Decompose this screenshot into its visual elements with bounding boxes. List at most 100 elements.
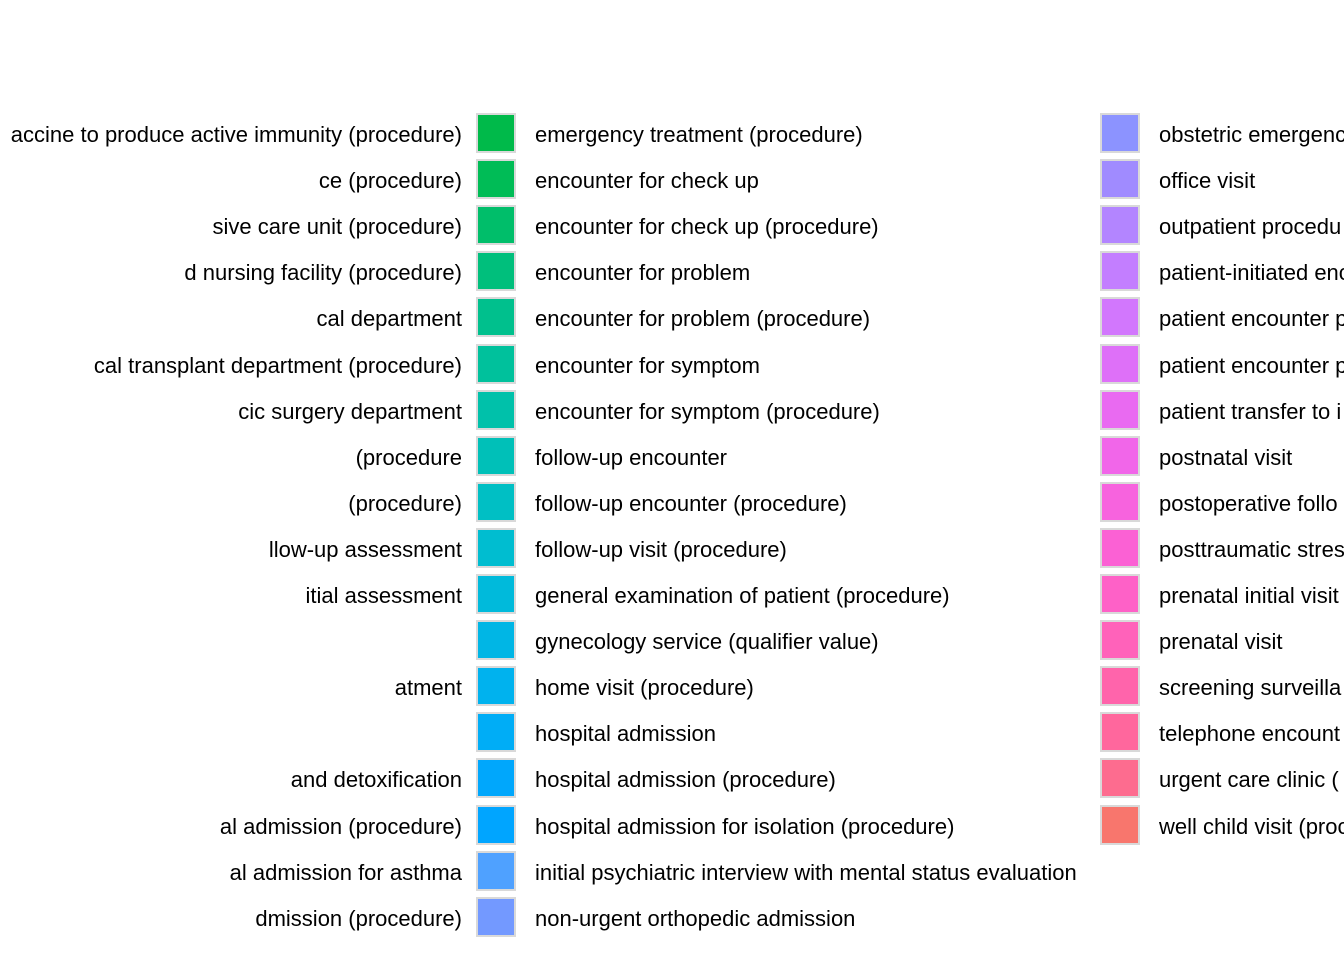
legend-entry: outpatient procedu [1100, 205, 1344, 249]
legend-label: non-urgent orthopedic admission [535, 906, 856, 931]
legend-entry: hospital admission (procedure) [476, 758, 1344, 802]
legend-label: encounter for symptom [535, 353, 760, 378]
legend-swatch [476, 436, 516, 476]
legend-entry: postnatal visit [1100, 436, 1344, 480]
legend-label: encounter for symptom (procedure) [535, 399, 880, 424]
legend-swatch [476, 482, 516, 522]
legend-entry: (procedure [0, 436, 462, 480]
legend-swatch [1100, 159, 1140, 199]
legend-swatch [476, 805, 516, 845]
legend-label: posttraumatic stres [1159, 537, 1344, 562]
legend-entry: encounter for symptom [476, 344, 1344, 388]
legend-label: cic surgery department [238, 399, 462, 424]
legend-swatch [1100, 482, 1140, 522]
legend-label: dmission (procedure) [255, 906, 462, 931]
legend-entry: al admission (procedure) [0, 805, 462, 849]
legend-label: itial assessment [305, 583, 462, 608]
legend-entry: follow-up encounter [476, 436, 1344, 480]
legend-swatch [1100, 574, 1140, 614]
legend-entry: encounter for symptom (procedure) [476, 390, 1344, 434]
legend-label: prenatal visit [1159, 629, 1283, 654]
legend-entry: general examination of patient (procedur… [476, 574, 1344, 618]
legend-entry: home visit (procedure) [476, 666, 1344, 710]
legend-swatch [476, 159, 516, 199]
legend-entry: ce (procedure) [0, 159, 462, 203]
legend-label: encounter for check up [535, 168, 759, 193]
legend-label: hospital admission for isolation (proced… [535, 814, 955, 839]
legend-label: al admission for asthma [229, 860, 462, 885]
legend-swatch [476, 251, 516, 291]
legend-swatch [1100, 758, 1140, 798]
legend-swatch [476, 897, 516, 937]
legend-label: patient encounter p [1159, 353, 1344, 378]
legend-entry: prenatal initial visit [1100, 574, 1344, 618]
legend-label: postnatal visit [1159, 445, 1293, 470]
legend-entry: hospital admission [476, 712, 1344, 756]
legend-swatch [476, 205, 516, 245]
legend-swatch [1100, 390, 1140, 430]
legend-entry: follow-up encounter (procedure) [476, 482, 1344, 526]
legend-entry: emergency treatment (procedure) [476, 113, 1344, 157]
legend-label: (procedure) [348, 491, 462, 516]
legend-entry: encounter for check up (procedure) [476, 205, 1344, 249]
legend-entry: non-urgent orthopedic admission [476, 897, 1344, 941]
legend-swatch [476, 574, 516, 614]
legend-entry: dmission (procedure) [0, 897, 462, 941]
legend-label: hospital admission (procedure) [535, 767, 836, 792]
legend-entry: itial assessment [0, 574, 462, 618]
legend-swatch [1100, 620, 1140, 660]
legend-swatch [476, 712, 516, 752]
legend-swatch [476, 758, 516, 798]
legend-entry: encounter for check up [476, 159, 1344, 203]
legend-label: initial psychiatric interview with menta… [535, 860, 1077, 885]
legend-entry: gynecology service (qualifier value) [476, 620, 1344, 664]
legend-entry: atment [0, 666, 462, 710]
legend-entry: patient encounter p [1100, 297, 1344, 341]
legend-swatch [476, 528, 516, 568]
legend-entry: screening surveilla [1100, 666, 1344, 710]
legend-label: encounter for problem [535, 260, 751, 285]
legend-swatch [1100, 712, 1140, 752]
legend-entry: encounter for problem [476, 251, 1344, 295]
legend-entry: posttraumatic stres [1100, 528, 1344, 572]
legend-label: d nursing facility (procedure) [184, 260, 462, 285]
legend-label: ce (procedure) [318, 168, 462, 193]
legend-swatch [476, 344, 516, 384]
legend-swatch [1100, 344, 1140, 384]
legend-label: home visit (procedure) [535, 675, 754, 700]
legend-entry: and detoxification [0, 758, 462, 802]
legend-entry: prenatal visit [1100, 620, 1344, 664]
legend-label: follow-up visit (procedure) [535, 537, 787, 562]
legend-label: patient encounter p [1159, 306, 1344, 331]
legend-entry: follow-up visit (procedure) [476, 528, 1344, 572]
legend-label: screening surveilla [1159, 675, 1342, 700]
legend-label: cal transplant department (procedure) [93, 353, 462, 378]
legend-label: hospital admission [535, 721, 716, 746]
legend-entry: well child visit (proc [1100, 805, 1344, 849]
legend-entry: accine to produce active immunity (proce… [0, 113, 462, 157]
legend-swatch [476, 297, 516, 337]
legend-entry: telephone encount [1100, 712, 1344, 756]
legend-swatch [1100, 436, 1140, 476]
legend-label: postoperative follo [1159, 491, 1338, 516]
legend-label: office visit [1159, 168, 1256, 193]
legend-entry: patient encounter p [1100, 344, 1344, 388]
legend-entry: patient-initiated enc [1100, 251, 1344, 295]
legend-label: encounter for problem (procedure) [535, 306, 871, 331]
legend-swatch [476, 620, 516, 660]
legend-entry: office visit [1100, 159, 1344, 203]
legend-entry: encounter for problem (procedure) [476, 297, 1344, 341]
legend-entry: d nursing facility (procedure) [0, 251, 462, 295]
legend-entry: cal transplant department (procedure) [0, 344, 462, 388]
legend-label: prenatal initial visit [1159, 583, 1339, 608]
legend-entry: urgent care clinic ( [1100, 758, 1344, 802]
legend-label: emergency treatment (procedure) [535, 122, 863, 147]
legend-entry: postoperative follo [1100, 482, 1344, 526]
legend-label: al admission (procedure) [219, 814, 462, 839]
legend-label: and detoxification [290, 767, 462, 792]
legend-label: follow-up encounter [535, 445, 728, 470]
legend-entry: sive care unit (procedure) [0, 205, 462, 249]
legend-label: cal department [316, 306, 462, 331]
legend-label: outpatient procedu [1159, 214, 1342, 239]
